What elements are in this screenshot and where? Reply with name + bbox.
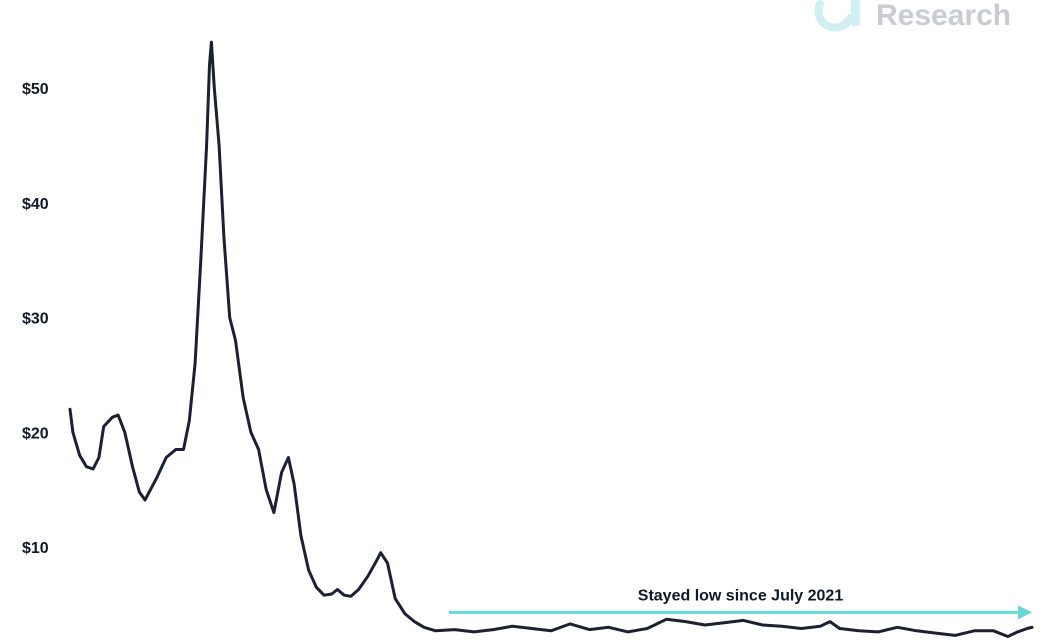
annotation-arrowhead-icon [1018,605,1032,620]
y-tick-label: $10 [22,540,49,557]
y-tick-label: $50 [22,81,49,98]
series-layer [68,40,1034,638]
y-tick-label: $40 [22,196,49,213]
annotation-layer: Stayed low since July 2021 [449,587,1032,620]
brand-name: Research [876,0,1011,32]
annotation-label: Stayed low since July 2021 [638,587,844,604]
brand-logo: Research [814,0,1011,32]
logo-mark-icon [814,0,854,32]
logo-mark-stem [851,0,860,26]
y-axis: $10 $20 $30 $40 $50 [22,81,49,557]
y-tick-label: $30 [22,311,49,328]
y-tick-label: $20 [22,425,49,442]
series-line [68,40,1034,638]
